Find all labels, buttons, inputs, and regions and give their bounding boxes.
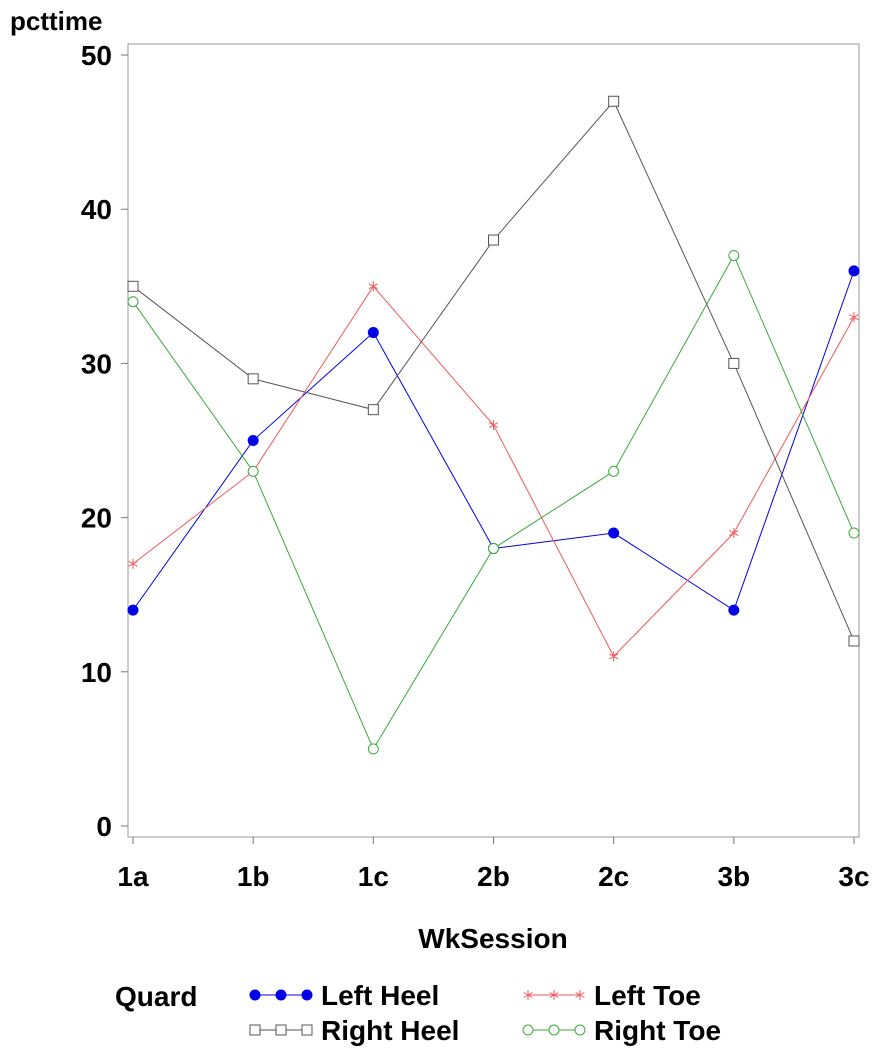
- asterisk-stroke: [729, 530, 739, 536]
- legend-label: Right Toe: [594, 1015, 721, 1046]
- data-point: [574, 1024, 586, 1036]
- data-point: [128, 558, 138, 569]
- plot-frame: [127, 43, 860, 838]
- x-tick-label: 3c: [838, 861, 869, 892]
- asterisk-stroke: [575, 992, 585, 998]
- data-point: [127, 296, 139, 308]
- data-point: [127, 604, 139, 616]
- x-tick-label: 2c: [598, 861, 629, 892]
- legend-item-left-heel: Left Heel: [249, 980, 439, 1011]
- series-line: [132, 270, 855, 611]
- data-point: [275, 989, 287, 1001]
- data-point: [728, 249, 740, 261]
- data-point: [522, 1024, 534, 1036]
- asterisk-stroke: [368, 283, 378, 290]
- data-point: [849, 312, 859, 323]
- data-point: [488, 542, 499, 554]
- data-point: [127, 280, 139, 292]
- asterisk-stroke: [488, 422, 499, 429]
- data-point: [367, 327, 379, 339]
- data-point: [609, 651, 619, 662]
- data-point: [575, 990, 585, 1000]
- y-axis-label: pcttime: [10, 6, 102, 36]
- series-layer: [127, 95, 860, 755]
- data-point: [367, 404, 379, 416]
- data-point: [367, 743, 379, 755]
- data-point: [548, 1024, 560, 1036]
- data-point: [247, 435, 259, 446]
- data-point: [608, 465, 620, 477]
- asterisk-stroke: [609, 653, 619, 660]
- legend-label: Left Toe: [594, 980, 701, 1011]
- data-point: [848, 527, 860, 539]
- data-point: [249, 989, 261, 1001]
- y-tick-label: 0: [96, 811, 112, 842]
- x-tick-label: 2b: [477, 861, 510, 892]
- legend-label: Right Heel: [321, 1015, 459, 1046]
- series-right-heel: [127, 95, 860, 647]
- y-axis: 0 10 20 30 40 50: [81, 40, 128, 842]
- data-point: [301, 989, 313, 1001]
- y-tick-label: 10: [81, 657, 112, 688]
- data-point: [523, 990, 533, 1000]
- asterisk-stroke: [523, 992, 533, 998]
- data-point: [729, 528, 739, 539]
- x-tick-label: 1c: [358, 861, 389, 892]
- data-point: [728, 357, 740, 369]
- y-tick-label: 50: [81, 40, 112, 71]
- data-point: [549, 990, 559, 1000]
- x-tick-label: 3b: [717, 861, 750, 892]
- legend-label: Left Heel: [321, 980, 439, 1011]
- series-left-heel: [127, 265, 860, 616]
- y-tick-label: 30: [81, 348, 112, 379]
- x-tick-label: 1b: [237, 861, 270, 892]
- data-point: [368, 281, 378, 292]
- data-point: [275, 1024, 287, 1036]
- legend-item-right-heel: Right Heel: [249, 1015, 459, 1046]
- data-point: [301, 1024, 313, 1036]
- series-right-toe: [127, 249, 860, 755]
- asterisk-stroke: [549, 992, 559, 998]
- y-tick-label: 40: [81, 194, 112, 225]
- data-point: [848, 265, 860, 277]
- data-point: [488, 420, 499, 431]
- y-tick-label: 20: [81, 503, 112, 534]
- legend-title: Quard: [115, 981, 197, 1012]
- data-point: [249, 1024, 261, 1036]
- x-tick-label: 1a: [117, 861, 149, 892]
- series-line: [132, 254, 855, 750]
- data-point: [488, 234, 499, 246]
- x-axis: 1a 1b 1c 2b 2c 3b 3c: [117, 837, 870, 892]
- data-point: [247, 373, 259, 385]
- legend-item-right-toe: Right Toe: [522, 1015, 721, 1046]
- data-point: [728, 604, 740, 616]
- data-point: [608, 95, 620, 107]
- data-point: [608, 527, 620, 539]
- series-line: [132, 100, 855, 642]
- series-line: [132, 285, 855, 658]
- legend: Quard Left Heel Left Toe Right Heel Right T…: [115, 980, 721, 1046]
- series-left-toe: [128, 281, 859, 662]
- asterisk-stroke: [849, 314, 859, 321]
- asterisk-stroke: [128, 560, 138, 567]
- legend-item-left-toe: Left Toe: [523, 980, 701, 1011]
- x-axis-label: WkSession: [418, 923, 567, 954]
- data-point: [247, 465, 259, 477]
- data-point: [848, 635, 860, 647]
